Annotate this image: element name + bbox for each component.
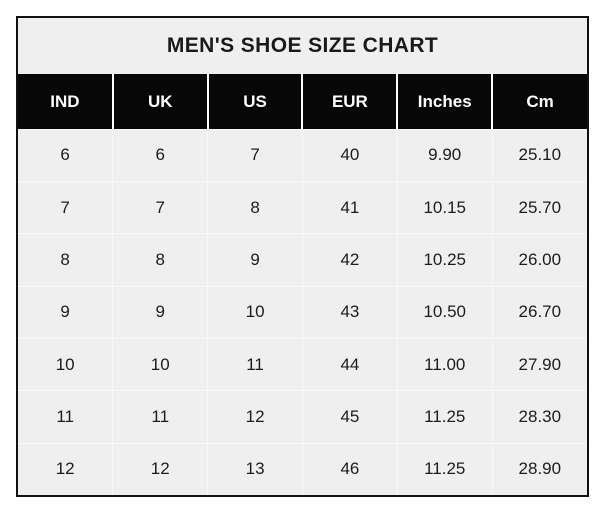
- cell-uk: 10: [112, 338, 209, 392]
- cell-ind: 12: [18, 442, 114, 495]
- cell-inches: 11.25: [396, 390, 493, 444]
- table-row: 6 6 7 40 9.90 25.10: [18, 128, 587, 183]
- cell-eur: 41: [301, 181, 398, 235]
- cell-us: 7: [207, 128, 303, 183]
- cell-uk: 11: [112, 390, 209, 444]
- cell-uk: 6: [112, 128, 209, 183]
- cell-ind: 7: [18, 181, 114, 235]
- cell-inches: 10.15: [396, 181, 493, 235]
- cell-uk: 8: [112, 233, 209, 287]
- cell-inches: 11.25: [396, 442, 493, 495]
- column-header-cm: Cm: [491, 74, 587, 130]
- table-header-row: IND UK US EUR Inches Cm: [18, 74, 587, 130]
- cell-inches: 10.25: [396, 233, 493, 287]
- table-row: 9 9 10 43 10.50 26.70: [18, 285, 587, 340]
- cell-cm: 25.10: [491, 128, 587, 183]
- chart-title-row: MEN'S SHOE SIZE CHART: [18, 18, 587, 75]
- cell-ind: 8: [18, 233, 114, 287]
- column-header-us: US: [206, 74, 304, 130]
- column-header-ind: IND: [18, 74, 114, 130]
- cell-ind: 11: [18, 390, 114, 444]
- cell-uk: 9: [112, 285, 209, 340]
- column-header-uk: UK: [111, 74, 209, 130]
- cell-inches: 10.50: [396, 285, 493, 340]
- column-header-eur: EUR: [301, 74, 399, 130]
- table-row: 7 7 8 41 10.15 25.70: [18, 181, 587, 235]
- page-title: MEN'S SHOE SIZE CHART: [18, 18, 587, 75]
- cell-eur: 45: [301, 390, 398, 444]
- cell-ind: 6: [18, 128, 114, 183]
- shoe-size-table: MEN'S SHOE SIZE CHART IND UK US EUR Inch…: [18, 18, 587, 495]
- cell-cm: 25.70: [491, 181, 587, 235]
- cell-us: 11: [207, 338, 303, 392]
- cell-cm: 28.30: [491, 390, 587, 444]
- cell-eur: 43: [301, 285, 398, 340]
- table-row: 11 11 12 45 11.25 28.30: [18, 390, 587, 444]
- cell-cm: 28.90: [491, 442, 587, 495]
- cell-us: 10: [207, 285, 303, 340]
- cell-us: 9: [207, 233, 303, 287]
- cell-cm: 27.90: [491, 338, 587, 392]
- cell-us: 13: [207, 442, 303, 495]
- cell-eur: 44: [301, 338, 398, 392]
- cell-inches: 9.90: [396, 128, 493, 183]
- cell-uk: 7: [112, 181, 209, 235]
- cell-us: 12: [207, 390, 303, 444]
- cell-cm: 26.00: [491, 233, 587, 287]
- column-header-inches: Inches: [396, 74, 494, 130]
- cell-ind: 10: [18, 338, 114, 392]
- cell-inches: 11.00: [396, 338, 493, 392]
- table-row: 12 12 13 46 11.25 28.90: [18, 442, 587, 495]
- cell-cm: 26.70: [491, 285, 587, 340]
- cell-ind: 9: [18, 285, 114, 340]
- cell-uk: 12: [112, 442, 209, 495]
- table-row: 10 10 11 44 11.00 27.90: [18, 338, 587, 392]
- cell-eur: 40: [301, 128, 398, 183]
- table-row: 8 8 9 42 10.25 26.00: [18, 233, 587, 287]
- cell-eur: 46: [301, 442, 398, 495]
- size-chart-container: MEN'S SHOE SIZE CHART IND UK US EUR Inch…: [16, 16, 589, 497]
- cell-us: 8: [207, 181, 303, 235]
- cell-eur: 42: [301, 233, 398, 287]
